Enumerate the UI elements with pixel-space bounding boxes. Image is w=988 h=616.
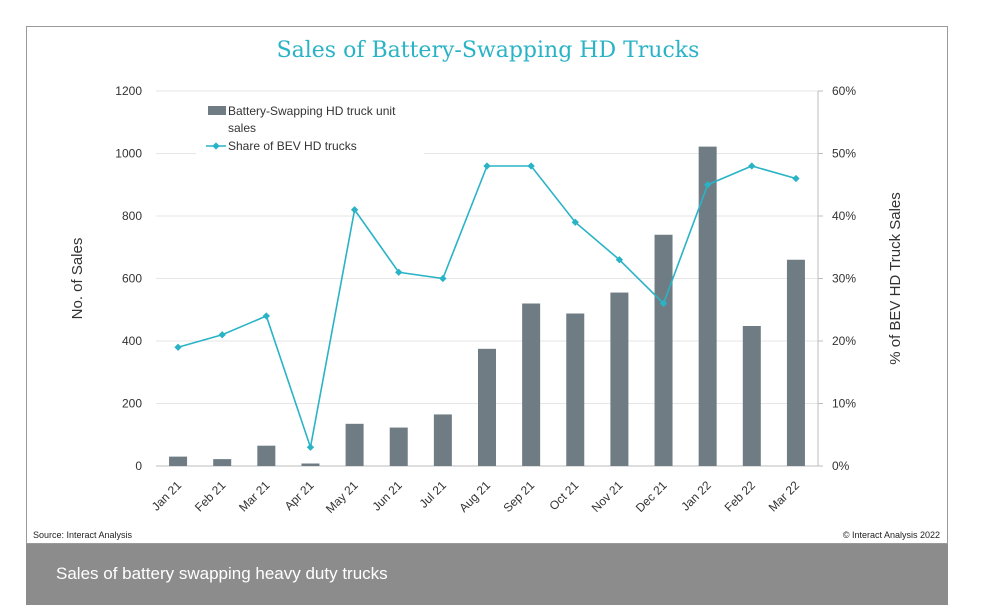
caption-bar: Sales of battery swapping heavy duty tru… xyxy=(26,544,948,605)
line-point xyxy=(395,268,403,276)
y-tick-label: 600 xyxy=(122,272,142,286)
bar xyxy=(213,459,232,466)
bar xyxy=(345,423,364,466)
y2-tick-label: 0% xyxy=(832,459,850,473)
x-tick-label: Mar 22 xyxy=(766,478,803,515)
legend-bar-label: Battery-Swapping HD truck unit xyxy=(228,104,396,118)
y2-tick-label: 30% xyxy=(832,272,856,286)
x-tick-label: Sep 21 xyxy=(500,478,537,515)
line-point xyxy=(483,162,491,170)
y2-tick-label: 40% xyxy=(832,209,856,223)
legend-line-marker xyxy=(212,142,220,150)
bar xyxy=(169,456,188,466)
bar xyxy=(522,303,541,466)
legend-bar-label-cont: sales xyxy=(228,121,256,135)
bar xyxy=(742,326,761,466)
x-tick-label: May 21 xyxy=(323,478,361,516)
x-tick-label: Jan 21 xyxy=(149,478,185,514)
line-point xyxy=(174,343,182,351)
source-note: Source: Interact Analysis xyxy=(33,530,133,540)
x-tick-label: Dec 21 xyxy=(633,478,670,515)
x-tick-label: Oct 21 xyxy=(546,478,581,513)
bar xyxy=(301,463,320,466)
bar xyxy=(786,259,805,466)
copyright-note: © Interact Analysis 2022 xyxy=(842,530,940,540)
line-point xyxy=(350,206,359,214)
legend-line-label: Share of BEV HD trucks xyxy=(228,139,357,153)
x-tick-label: Jun 21 xyxy=(369,478,405,514)
x-tick-label: Jul 21 xyxy=(416,478,449,511)
x-tick-label: Feb 22 xyxy=(722,478,759,515)
bar xyxy=(566,313,585,466)
bar xyxy=(610,292,629,466)
line-point xyxy=(571,218,579,226)
x-tick-label: Jan 22 xyxy=(678,478,714,514)
x-tick-label: Mar 21 xyxy=(236,478,273,515)
x-tick-label: Apr 21 xyxy=(282,478,317,513)
y-tick-label: 1200 xyxy=(115,84,142,98)
y2-tick-label: 10% xyxy=(832,397,856,411)
bar xyxy=(698,146,717,466)
y-axis-title: No. of Sales xyxy=(69,238,86,320)
line-point xyxy=(615,256,624,264)
y-tick-label: 0 xyxy=(135,459,142,473)
y2-tick-label: 20% xyxy=(832,334,856,348)
y2-tick-label: 50% xyxy=(832,147,856,161)
bar xyxy=(257,445,276,466)
caption-text: Sales of battery swapping heavy duty tru… xyxy=(56,564,388,583)
y-tick-label: 800 xyxy=(122,209,142,223)
chart-title: Sales of Battery-Swapping HD Trucks xyxy=(276,38,700,63)
line-point xyxy=(306,443,315,451)
y2-axis-title: % of BEV HD Truck Sales xyxy=(887,192,904,365)
y-tick-label: 1000 xyxy=(115,147,142,161)
line-point xyxy=(659,299,668,308)
line-point xyxy=(262,312,271,320)
bar xyxy=(433,414,452,466)
bar xyxy=(478,348,496,466)
line-point xyxy=(748,162,756,170)
x-tick-label: Aug 21 xyxy=(456,478,493,515)
y-tick-label: 400 xyxy=(122,334,142,348)
x-tick-label: Nov 21 xyxy=(589,478,626,515)
line-point xyxy=(439,274,447,283)
line-point xyxy=(703,181,712,189)
bar xyxy=(654,234,673,466)
legend-bar-swatch xyxy=(208,106,226,115)
y-tick-label: 200 xyxy=(122,397,142,411)
line-point xyxy=(792,174,800,183)
line-point xyxy=(527,162,535,170)
line-point xyxy=(218,331,226,339)
y2-tick-label: 60% xyxy=(832,84,856,98)
bar xyxy=(389,427,408,466)
legend-box xyxy=(196,100,424,156)
x-tick-label: Feb 21 xyxy=(192,478,229,515)
